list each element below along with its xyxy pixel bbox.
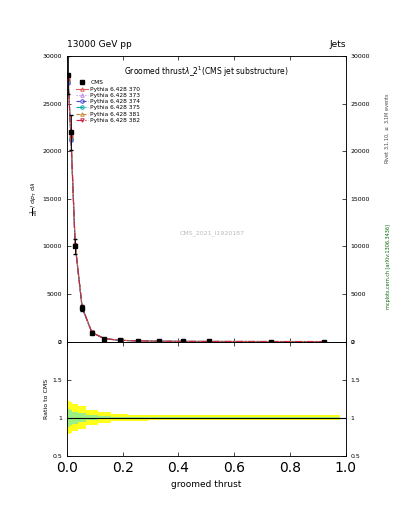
Pythia 6.428 375 (321, 338, 326, 345)
Line: Pythia 6.428 373: Pythia 6.428 373 (66, 80, 325, 343)
Line: Pythia 6.428 382: Pythia 6.428 382 (66, 78, 325, 343)
Pythia 6.428 373 (207, 338, 211, 345)
Pythia 6.428 381 (69, 133, 73, 139)
Pythia 6.428 373 (69, 136, 73, 142)
Pythia 6.428 374 (207, 338, 211, 345)
Pythia 6.428 373 (73, 243, 77, 249)
Pythia 6.428 375 (102, 335, 107, 342)
Y-axis label: Ratio to CMS: Ratio to CMS (44, 378, 50, 419)
Pythia 6.428 374 (69, 137, 73, 143)
Pythia 6.428 370 (268, 338, 273, 345)
Text: mcplots.cern.ch [arXiv:1306.3436]: mcplots.cern.ch [arXiv:1306.3436] (386, 224, 391, 309)
Pythia 6.428 373 (268, 338, 273, 345)
Pythia 6.428 381 (66, 76, 71, 82)
Line: Pythia 6.428 374: Pythia 6.428 374 (66, 81, 325, 343)
Pythia 6.428 370 (69, 134, 73, 140)
Pythia 6.428 375 (268, 338, 273, 345)
Pythia 6.428 382 (90, 329, 94, 335)
Pythia 6.428 374 (136, 338, 140, 344)
Pythia 6.428 381 (156, 338, 161, 344)
Pythia 6.428 375 (73, 242, 77, 248)
Y-axis label: $\frac{1}{\mathrm{d}N}$ / $\mathrm{d}p_\mathrm{T}$ $\mathrm{d}\lambda$: $\frac{1}{\mathrm{d}N}$ / $\mathrm{d}p_\… (28, 182, 40, 216)
Pythia 6.428 375 (156, 338, 161, 344)
Pythia 6.428 382 (207, 338, 211, 345)
Pythia 6.428 375 (80, 305, 84, 311)
Text: CMS_2021_I1920187: CMS_2021_I1920187 (180, 230, 244, 236)
Pythia 6.428 373 (102, 335, 107, 342)
Pythia 6.428 370 (80, 304, 84, 310)
Pythia 6.428 382 (136, 338, 140, 344)
Pythia 6.428 382 (118, 337, 122, 344)
Pythia 6.428 382 (80, 304, 84, 310)
X-axis label: groomed thrust: groomed thrust (171, 480, 242, 489)
Pythia 6.428 370 (207, 338, 211, 345)
Pythia 6.428 381 (80, 304, 84, 310)
Pythia 6.428 374 (66, 80, 71, 86)
Pythia 6.428 381 (321, 338, 326, 345)
Line: Pythia 6.428 375: Pythia 6.428 375 (66, 79, 325, 343)
Text: Groomed thrust$\lambda\_2^1$(CMS jet substructure): Groomed thrust$\lambda\_2^1$(CMS jet sub… (124, 65, 288, 79)
Line: Pythia 6.428 381: Pythia 6.428 381 (66, 77, 325, 343)
Pythia 6.428 381 (90, 329, 94, 335)
Pythia 6.428 370 (73, 242, 77, 248)
Text: Rivet 3.1.10, $\geq$ 3.1M events: Rivet 3.1.10, $\geq$ 3.1M events (384, 92, 391, 164)
Pythia 6.428 370 (118, 337, 122, 344)
Pythia 6.428 382 (69, 134, 73, 140)
Pythia 6.428 374 (90, 330, 94, 336)
Pythia 6.428 381 (180, 338, 185, 345)
Pythia 6.428 381 (118, 337, 122, 344)
Pythia 6.428 374 (118, 337, 122, 344)
Pythia 6.428 374 (268, 338, 273, 345)
Pythia 6.428 382 (268, 338, 273, 345)
Pythia 6.428 373 (156, 338, 161, 344)
Pythia 6.428 370 (66, 77, 71, 83)
Text: 13000 GeV pp: 13000 GeV pp (67, 39, 132, 49)
Pythia 6.428 375 (207, 338, 211, 345)
Pythia 6.428 382 (321, 338, 326, 345)
Pythia 6.428 382 (73, 242, 77, 248)
Pythia 6.428 381 (73, 241, 77, 247)
Pythia 6.428 370 (156, 338, 161, 344)
Pythia 6.428 375 (136, 338, 140, 344)
Pythia 6.428 370 (180, 338, 185, 345)
Pythia 6.428 374 (80, 305, 84, 311)
Pythia 6.428 382 (180, 338, 185, 345)
Pythia 6.428 373 (90, 330, 94, 336)
Pythia 6.428 375 (180, 338, 185, 345)
Pythia 6.428 373 (321, 338, 326, 345)
Pythia 6.428 375 (69, 135, 73, 141)
Pythia 6.428 381 (207, 338, 211, 345)
Pythia 6.428 370 (321, 338, 326, 345)
Pythia 6.428 375 (90, 330, 94, 336)
Pythia 6.428 373 (80, 305, 84, 311)
Pythia 6.428 375 (118, 337, 122, 344)
Pythia 6.428 374 (156, 338, 161, 345)
Pythia 6.428 373 (66, 79, 71, 85)
Pythia 6.428 382 (156, 338, 161, 344)
Pythia 6.428 373 (180, 338, 185, 345)
Pythia 6.428 370 (90, 330, 94, 336)
Pythia 6.428 375 (66, 78, 71, 84)
Pythia 6.428 382 (66, 77, 71, 83)
Legend: CMS, Pythia 6.428 370, Pythia 6.428 373, Pythia 6.428 374, Pythia 6.428 375, Pyt: CMS, Pythia 6.428 370, Pythia 6.428 373,… (75, 79, 141, 124)
Pythia 6.428 370 (102, 335, 107, 342)
Pythia 6.428 374 (321, 338, 326, 345)
Pythia 6.428 374 (73, 243, 77, 249)
Pythia 6.428 374 (102, 336, 107, 342)
Text: Jets: Jets (329, 39, 346, 49)
Pythia 6.428 382 (102, 335, 107, 342)
Pythia 6.428 370 (136, 338, 140, 344)
Line: Pythia 6.428 370: Pythia 6.428 370 (66, 78, 325, 343)
Pythia 6.428 374 (180, 338, 185, 345)
Pythia 6.428 373 (136, 338, 140, 344)
Pythia 6.428 381 (268, 338, 273, 345)
Pythia 6.428 381 (102, 335, 107, 342)
Pythia 6.428 373 (118, 337, 122, 344)
Pythia 6.428 381 (136, 338, 140, 344)
